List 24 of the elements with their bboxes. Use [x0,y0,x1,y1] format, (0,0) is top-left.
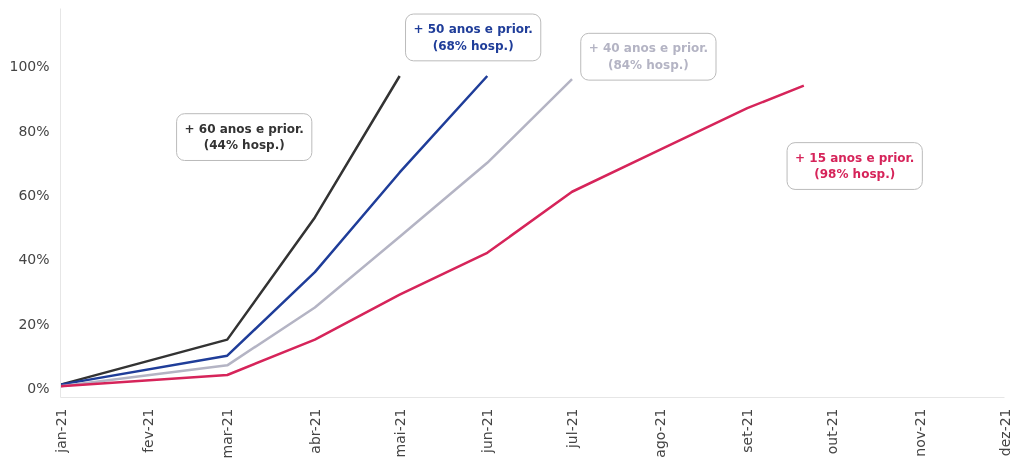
line-series [60,74,489,386]
x-tick-label: dez-21 [996,408,1013,457]
y-tick-label: 20% [18,315,50,332]
x-tick-label: mar-21 [219,408,236,459]
x-tick-label: set-21 [739,408,756,453]
text: + 50 anos e prior. (68% hosp.) [413,22,533,53]
y-tick-label: 40% [18,251,50,268]
x-tick-label: jun-21 [479,408,496,454]
x-tick-label: jul-21 [564,408,581,450]
x-tick-label: ago-21 [651,408,668,458]
text: + 15 anos e prior. (98% hosp.) [795,150,915,182]
text: + 60 anos e prior. (44% hosp.) [184,121,304,153]
y-tick-label: 100% [9,58,50,75]
y-tick-label: 60% [18,186,50,203]
x-tick-label: nov-21 [911,408,928,457]
y-tick-label: 0% [27,379,50,396]
x-tick-label: out-21 [824,408,841,455]
y-tick-label: 80% [18,122,50,139]
x-tick-label: abr-21 [306,408,323,454]
x-tick-label: fev-21 [140,408,157,453]
line-series [60,84,806,388]
x-tick-label: mai-21 [391,408,408,458]
x-tick-label: jan-21 [52,408,69,454]
series-label: + 40 anos e prior. (84% hosp.) [588,41,709,73]
